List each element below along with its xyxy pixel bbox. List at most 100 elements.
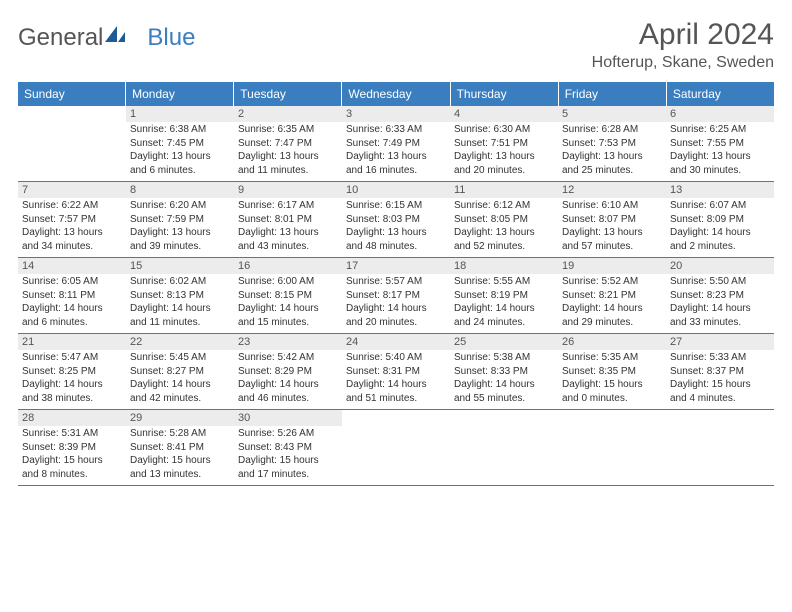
calendar-day-cell: 20Sunrise: 5:50 AMSunset: 8:23 PMDayligh…	[666, 258, 774, 333]
day-body: Sunrise: 6:38 AMSunset: 7:45 PMDaylight:…	[126, 122, 234, 181]
day-info-line: Sunrise: 6:25 AM	[670, 123, 770, 137]
day-number: 21	[18, 334, 126, 350]
day-info-line: Sunset: 8:39 PM	[22, 441, 122, 455]
day-number: 18	[450, 258, 558, 274]
day-info-line: Sunset: 7:49 PM	[346, 137, 446, 151]
day-number: 27	[666, 334, 774, 350]
day-body: Sunrise: 5:52 AMSunset: 8:21 PMDaylight:…	[558, 274, 666, 333]
day-info-line: Daylight: 13 hours and 6 minutes.	[130, 150, 230, 177]
day-info-line: Daylight: 13 hours and 16 minutes.	[346, 150, 446, 177]
day-number: 8	[126, 182, 234, 198]
calendar-day-cell: 3Sunrise: 6:33 AMSunset: 7:49 PMDaylight…	[342, 106, 450, 181]
calendar-day-cell: 23Sunrise: 5:42 AMSunset: 8:29 PMDayligh…	[234, 334, 342, 409]
day-number: 3	[342, 106, 450, 122]
day-info-line: Sunrise: 5:38 AM	[454, 351, 554, 365]
day-number: 15	[126, 258, 234, 274]
calendar-day-cell: 18Sunrise: 5:55 AMSunset: 8:19 PMDayligh…	[450, 258, 558, 333]
day-info-line: Sunset: 8:41 PM	[130, 441, 230, 455]
day-info-line: Sunrise: 6:12 AM	[454, 199, 554, 213]
day-body	[558, 426, 666, 482]
day-info-line: Daylight: 14 hours and 46 minutes.	[238, 378, 338, 405]
day-number: 5	[558, 106, 666, 122]
day-info-line: Sunrise: 6:07 AM	[670, 199, 770, 213]
day-number	[450, 410, 558, 426]
day-body: Sunrise: 6:17 AMSunset: 8:01 PMDaylight:…	[234, 198, 342, 257]
day-info-line: Daylight: 13 hours and 25 minutes.	[562, 150, 662, 177]
day-info-line: Sunrise: 6:38 AM	[130, 123, 230, 137]
day-info-line: Daylight: 13 hours and 43 minutes.	[238, 226, 338, 253]
day-body: Sunrise: 5:55 AMSunset: 8:19 PMDaylight:…	[450, 274, 558, 333]
day-info-line: Daylight: 15 hours and 0 minutes.	[562, 378, 662, 405]
day-number: 1	[126, 106, 234, 122]
day-number	[666, 410, 774, 426]
calendar-day-cell: 16Sunrise: 6:00 AMSunset: 8:15 PMDayligh…	[234, 258, 342, 333]
day-info-line: Sunset: 8:21 PM	[562, 289, 662, 303]
day-info-line: Sunset: 8:33 PM	[454, 365, 554, 379]
calendar-day-cell: 21Sunrise: 5:47 AMSunset: 8:25 PMDayligh…	[18, 334, 126, 409]
calendar-day-cell: 29Sunrise: 5:28 AMSunset: 8:41 PMDayligh…	[126, 410, 234, 485]
calendar-header-cell: Saturday	[667, 82, 774, 106]
day-info-line: Daylight: 14 hours and 33 minutes.	[670, 302, 770, 329]
day-info-line: Sunrise: 5:28 AM	[130, 427, 230, 441]
calendar-header-cell: Friday	[559, 82, 667, 106]
title-block: April 2024 Hofterup, Skane, Sweden	[592, 18, 774, 72]
calendar-day-cell: 5Sunrise: 6:28 AMSunset: 7:53 PMDaylight…	[558, 106, 666, 181]
day-body: Sunrise: 6:28 AMSunset: 7:53 PMDaylight:…	[558, 122, 666, 181]
day-info-line: Sunrise: 6:15 AM	[346, 199, 446, 213]
day-info-line: Sunrise: 5:33 AM	[670, 351, 770, 365]
day-info-line: Daylight: 13 hours and 20 minutes.	[454, 150, 554, 177]
day-info-line: Sunset: 7:51 PM	[454, 137, 554, 151]
day-body	[18, 122, 126, 178]
calendar-day-cell: 2Sunrise: 6:35 AMSunset: 7:47 PMDaylight…	[234, 106, 342, 181]
day-info-line: Daylight: 14 hours and 2 minutes.	[670, 226, 770, 253]
day-info-line: Sunset: 7:55 PM	[670, 137, 770, 151]
day-number: 22	[126, 334, 234, 350]
day-info-line: Sunrise: 5:50 AM	[670, 275, 770, 289]
day-info-line: Sunset: 7:47 PM	[238, 137, 338, 151]
day-number: 25	[450, 334, 558, 350]
day-info-line: Sunset: 8:11 PM	[22, 289, 122, 303]
day-info-line: Sunset: 8:23 PM	[670, 289, 770, 303]
day-number: 14	[18, 258, 126, 274]
day-info-line: Sunset: 8:09 PM	[670, 213, 770, 227]
day-info-line: Sunrise: 6:22 AM	[22, 199, 122, 213]
day-number: 26	[558, 334, 666, 350]
day-info-line: Daylight: 13 hours and 39 minutes.	[130, 226, 230, 253]
calendar-week-row: 7Sunrise: 6:22 AMSunset: 7:57 PMDaylight…	[18, 182, 774, 258]
day-info-line: Sunset: 8:17 PM	[346, 289, 446, 303]
day-info-line: Sunrise: 5:40 AM	[346, 351, 446, 365]
calendar-header-cell: Sunday	[18, 82, 126, 106]
calendar-day-cell: 1Sunrise: 6:38 AMSunset: 7:45 PMDaylight…	[126, 106, 234, 181]
day-body: Sunrise: 6:35 AMSunset: 7:47 PMDaylight:…	[234, 122, 342, 181]
day-info-line: Sunset: 8:13 PM	[130, 289, 230, 303]
logo-text-general: General	[18, 24, 103, 52]
day-number: 19	[558, 258, 666, 274]
day-body: Sunrise: 5:28 AMSunset: 8:41 PMDaylight:…	[126, 426, 234, 485]
day-info-line: Sunrise: 6:02 AM	[130, 275, 230, 289]
calendar-day-cell: 17Sunrise: 5:57 AMSunset: 8:17 PMDayligh…	[342, 258, 450, 333]
day-body	[666, 426, 774, 482]
calendar-day-cell	[666, 410, 774, 485]
day-info-line: Sunrise: 5:26 AM	[238, 427, 338, 441]
day-info-line: Sunrise: 5:57 AM	[346, 275, 446, 289]
calendar-day-cell	[558, 410, 666, 485]
day-body: Sunrise: 6:02 AMSunset: 8:13 PMDaylight:…	[126, 274, 234, 333]
day-info-line: Sunset: 8:35 PM	[562, 365, 662, 379]
calendar-header-row: SundayMondayTuesdayWednesdayThursdayFrid…	[18, 82, 774, 106]
day-info-line: Sunrise: 6:35 AM	[238, 123, 338, 137]
page-title: April 2024	[592, 18, 774, 52]
day-info-line: Sunset: 7:45 PM	[130, 137, 230, 151]
calendar-day-cell	[18, 106, 126, 181]
day-info-line: Sunrise: 6:10 AM	[562, 199, 662, 213]
day-number: 13	[666, 182, 774, 198]
day-body: Sunrise: 5:38 AMSunset: 8:33 PMDaylight:…	[450, 350, 558, 409]
day-info-line: Sunset: 8:37 PM	[670, 365, 770, 379]
sail-icon	[105, 26, 125, 42]
day-info-line: Sunrise: 5:45 AM	[130, 351, 230, 365]
day-info-line: Sunrise: 6:05 AM	[22, 275, 122, 289]
day-info-line: Sunrise: 6:17 AM	[238, 199, 338, 213]
calendar-day-cell: 10Sunrise: 6:15 AMSunset: 8:03 PMDayligh…	[342, 182, 450, 257]
day-info-line: Daylight: 14 hours and 20 minutes.	[346, 302, 446, 329]
day-info-line: Sunset: 8:01 PM	[238, 213, 338, 227]
day-number: 10	[342, 182, 450, 198]
